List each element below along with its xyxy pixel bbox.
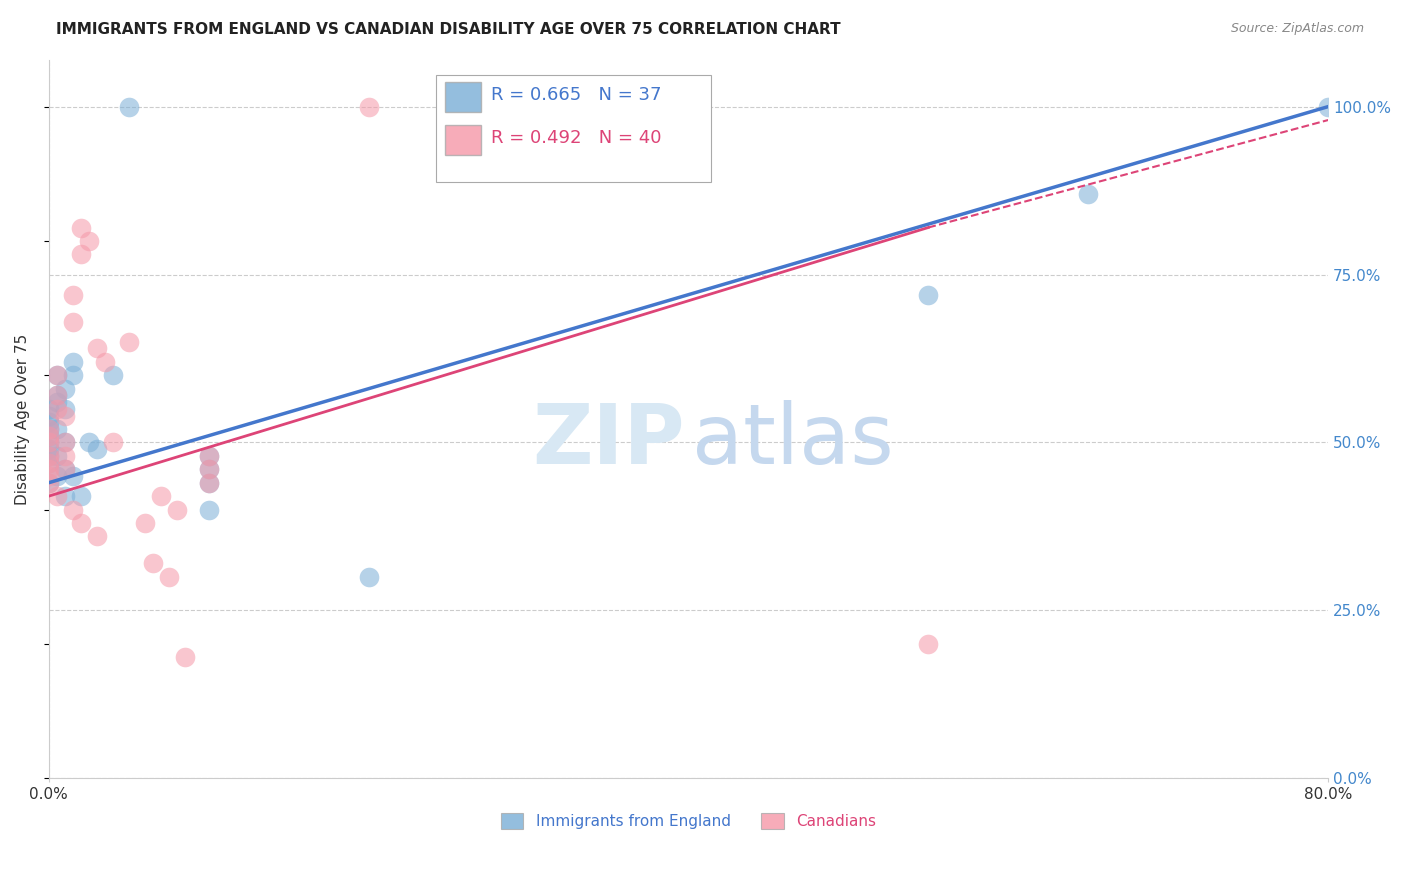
Point [53, 382, 76, 396]
Text: atlas: atlas [692, 400, 894, 481]
Point [38, 401, 60, 416]
Point [62, 502, 84, 516]
Point [69, 489, 91, 503]
Point [38, 428, 60, 442]
Point [197, 449, 219, 463]
Point [197, 462, 219, 476]
Text: Source: ZipAtlas.com: Source: ZipAtlas.com [1230, 22, 1364, 36]
Point [197, 462, 219, 476]
Point [45, 422, 67, 436]
Point [86, 342, 108, 356]
Point [118, 334, 141, 349]
Point [917, 637, 939, 651]
Point [38, 462, 60, 476]
Point [38, 422, 60, 436]
Point [62, 314, 84, 328]
Point [38, 449, 60, 463]
Point [62, 355, 84, 369]
Point [38, 409, 60, 423]
Point [38, 415, 60, 429]
Point [134, 516, 156, 530]
Point [197, 449, 219, 463]
Point [45, 395, 67, 409]
Point [62, 287, 84, 301]
Point [197, 502, 219, 516]
Text: IMMIGRANTS FROM ENGLAND VS CANADIAN DISABILITY AGE OVER 75 CORRELATION CHART: IMMIGRANTS FROM ENGLAND VS CANADIAN DISA… [56, 22, 841, 37]
Point [118, 100, 141, 114]
Point [38, 456, 60, 470]
Point [45, 449, 67, 463]
Point [86, 529, 108, 543]
Point [53, 435, 76, 450]
Point [45, 401, 67, 416]
Point [53, 489, 76, 503]
Point [149, 489, 172, 503]
Point [86, 442, 108, 457]
Point [38, 449, 60, 463]
Point [45, 388, 67, 402]
Bar [446, 125, 481, 155]
Point [69, 247, 91, 261]
Point [69, 516, 91, 530]
Point [38, 435, 60, 450]
Point [101, 435, 124, 450]
Point [45, 368, 67, 383]
Point [45, 368, 67, 383]
Point [93, 355, 115, 369]
Point [38, 428, 60, 442]
Point [101, 368, 124, 383]
Point [357, 100, 380, 114]
Point [62, 469, 84, 483]
Point [53, 462, 76, 476]
Point [142, 557, 165, 571]
Point [45, 388, 67, 402]
Point [38, 435, 60, 450]
Point [38, 469, 60, 483]
Text: R = 0.492   N = 40: R = 0.492 N = 40 [492, 129, 662, 147]
Point [197, 475, 219, 490]
Point [166, 502, 188, 516]
Point [69, 220, 91, 235]
Text: ZIP: ZIP [531, 400, 685, 481]
Point [53, 401, 76, 416]
Point [53, 435, 76, 450]
Y-axis label: Disability Age Over 75: Disability Age Over 75 [15, 334, 30, 505]
Point [1077, 186, 1099, 201]
Point [38, 475, 60, 490]
Point [173, 650, 195, 665]
Point [38, 456, 60, 470]
Point [45, 489, 67, 503]
Point [62, 368, 84, 383]
Point [357, 570, 380, 584]
Point [197, 475, 219, 490]
Point [77, 435, 100, 450]
Point [53, 449, 76, 463]
Point [517, 100, 540, 114]
Point [917, 287, 939, 301]
Point [1317, 100, 1340, 114]
Point [53, 409, 76, 423]
Legend: Immigrants from England, Canadians: Immigrants from England, Canadians [495, 807, 883, 835]
Point [45, 469, 67, 483]
Text: R = 0.665   N = 37: R = 0.665 N = 37 [492, 87, 662, 104]
Point [77, 234, 100, 248]
Point [53, 462, 76, 476]
Point [38, 442, 60, 457]
Point [38, 475, 60, 490]
Point [38, 422, 60, 436]
Point [157, 570, 180, 584]
FancyBboxPatch shape [436, 76, 711, 182]
Bar [446, 82, 481, 112]
